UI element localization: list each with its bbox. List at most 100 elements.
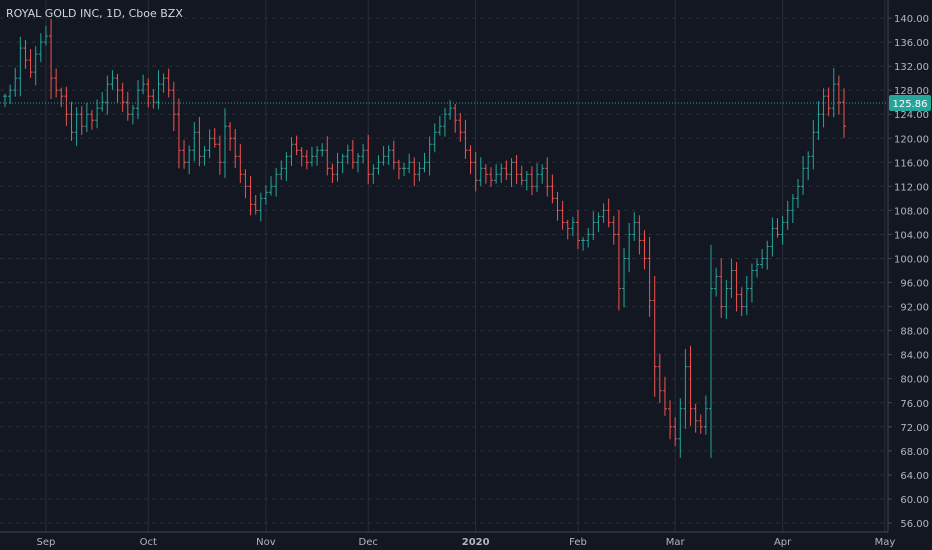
ohlc-bar	[320, 143, 325, 157]
ohlc-bar	[212, 128, 217, 148]
ohlc-bar	[289, 137, 294, 166]
ohlc-bar	[708, 244, 713, 458]
ohlc-bar	[217, 135, 222, 175]
ohlc-bar	[366, 134, 371, 185]
ohlc-bar	[304, 149, 309, 170]
ohlc-bar	[125, 91, 130, 121]
y-tick-label: 88.00	[900, 327, 929, 338]
ohlc-bar	[565, 219, 570, 240]
y-tick-label: 76.00	[900, 399, 929, 410]
ohlc-bar	[18, 36, 23, 97]
ohlc-bar	[652, 275, 657, 397]
ohlc-bar	[74, 107, 79, 147]
y-tick-label: 128.00	[894, 86, 929, 97]
y-tick-label: 60.00	[900, 495, 929, 506]
ohlc-bar	[350, 139, 355, 169]
ohlc-bar	[719, 258, 724, 318]
ohlc-bar	[458, 112, 463, 142]
ohlc-bar	[258, 192, 263, 222]
ohlc-bar	[325, 136, 330, 176]
ohlc-bar	[601, 203, 606, 223]
ohlc-bar	[238, 143, 243, 183]
ohlc-bar	[586, 228, 591, 248]
ohlc-bar	[499, 163, 504, 183]
ohlc-bar	[28, 49, 33, 78]
ohlc-bar	[647, 236, 652, 317]
ohlc-bar	[468, 145, 473, 175]
ohlc-bar	[826, 87, 831, 117]
last-price-badge	[889, 95, 931, 112]
ohlc-bar	[442, 107, 447, 137]
ohlc-bar	[749, 263, 754, 303]
ohlc-bar	[84, 103, 89, 132]
ohlc-bar	[161, 73, 166, 93]
ohlc-bar	[8, 84, 13, 105]
ohlc-bar	[591, 211, 596, 241]
ohlc-bar	[483, 164, 488, 184]
ohlc-bar	[785, 200, 790, 230]
ohlc-bar	[340, 153, 345, 174]
ohlc-bar	[386, 145, 391, 165]
ohlc-bar	[780, 215, 785, 245]
y-tick-label: 104.00	[894, 230, 929, 241]
ohlc-bar	[176, 98, 181, 169]
ohlc-bar	[274, 167, 279, 197]
ohlc-bar	[315, 146, 320, 166]
y-tick-label: 108.00	[894, 206, 929, 217]
ohlc-bar	[739, 287, 744, 317]
ohlc-bar	[33, 46, 38, 86]
ohlc-bar	[345, 144, 350, 165]
ohlc-bar	[54, 68, 59, 98]
ohlc-bar	[202, 146, 207, 166]
ohlc-bar	[233, 128, 238, 168]
ohlc-bar	[23, 40, 28, 69]
ohlc-bar	[253, 194, 258, 215]
ohlc-bar	[688, 345, 693, 426]
ohlc-bar	[371, 164, 376, 184]
ohlc-bar	[269, 176, 274, 196]
ohlc-bar	[642, 230, 647, 270]
ohlc-bar	[755, 258, 760, 278]
x-tick-label: Dec	[359, 537, 378, 548]
ohlc-bar	[222, 108, 227, 178]
ohlc-bar	[806, 151, 811, 181]
x-tick-label: Mar	[666, 537, 686, 548]
y-tick-label: 96.00	[900, 279, 929, 290]
grid-layer	[0, 0, 888, 532]
ohlc-bar	[417, 161, 422, 182]
ohlc-bar	[611, 215, 616, 245]
ohlc-bar	[105, 75, 110, 115]
ohlc-bar	[765, 240, 770, 270]
ohlc-bar	[662, 376, 667, 416]
ohlc-bar	[535, 163, 540, 193]
ohlc-bar	[627, 222, 632, 273]
y-tick-label: 92.00	[900, 303, 929, 314]
ohlc-bar	[146, 78, 151, 108]
ohlc-bar	[821, 88, 826, 128]
chart-title: ROYAL GOLD INC, 1D, Cboe BZX	[6, 7, 183, 20]
ohlc-bar	[110, 70, 115, 90]
ohlc-bar	[432, 123, 437, 153]
x-tick-label: 2020	[462, 537, 490, 548]
ohlc-bar	[361, 143, 366, 164]
ohlc-bar	[299, 146, 304, 167]
ohlc-bar	[95, 99, 100, 129]
y-tick-label: 72.00	[900, 423, 929, 434]
ohlc-bar	[187, 145, 192, 175]
ohlc-bar	[744, 276, 749, 316]
ohlc-bar	[79, 106, 84, 136]
ohlc-bar	[514, 155, 519, 184]
ohlc-bar	[760, 249, 765, 269]
y-tick-label: 124.00	[894, 110, 929, 121]
ohlc-bar	[355, 153, 360, 173]
x-tick-label: Nov	[256, 537, 276, 548]
ohlc-bar	[560, 200, 565, 230]
y-tick-label: 80.00	[900, 375, 929, 386]
ohlc-bar	[59, 87, 64, 108]
ohlc-bar	[668, 400, 673, 440]
ohlc-bar	[263, 185, 268, 205]
ohlc-bar	[89, 110, 94, 130]
y-tick-label: 112.00	[894, 182, 929, 193]
x-tick-label: May	[875, 537, 896, 548]
